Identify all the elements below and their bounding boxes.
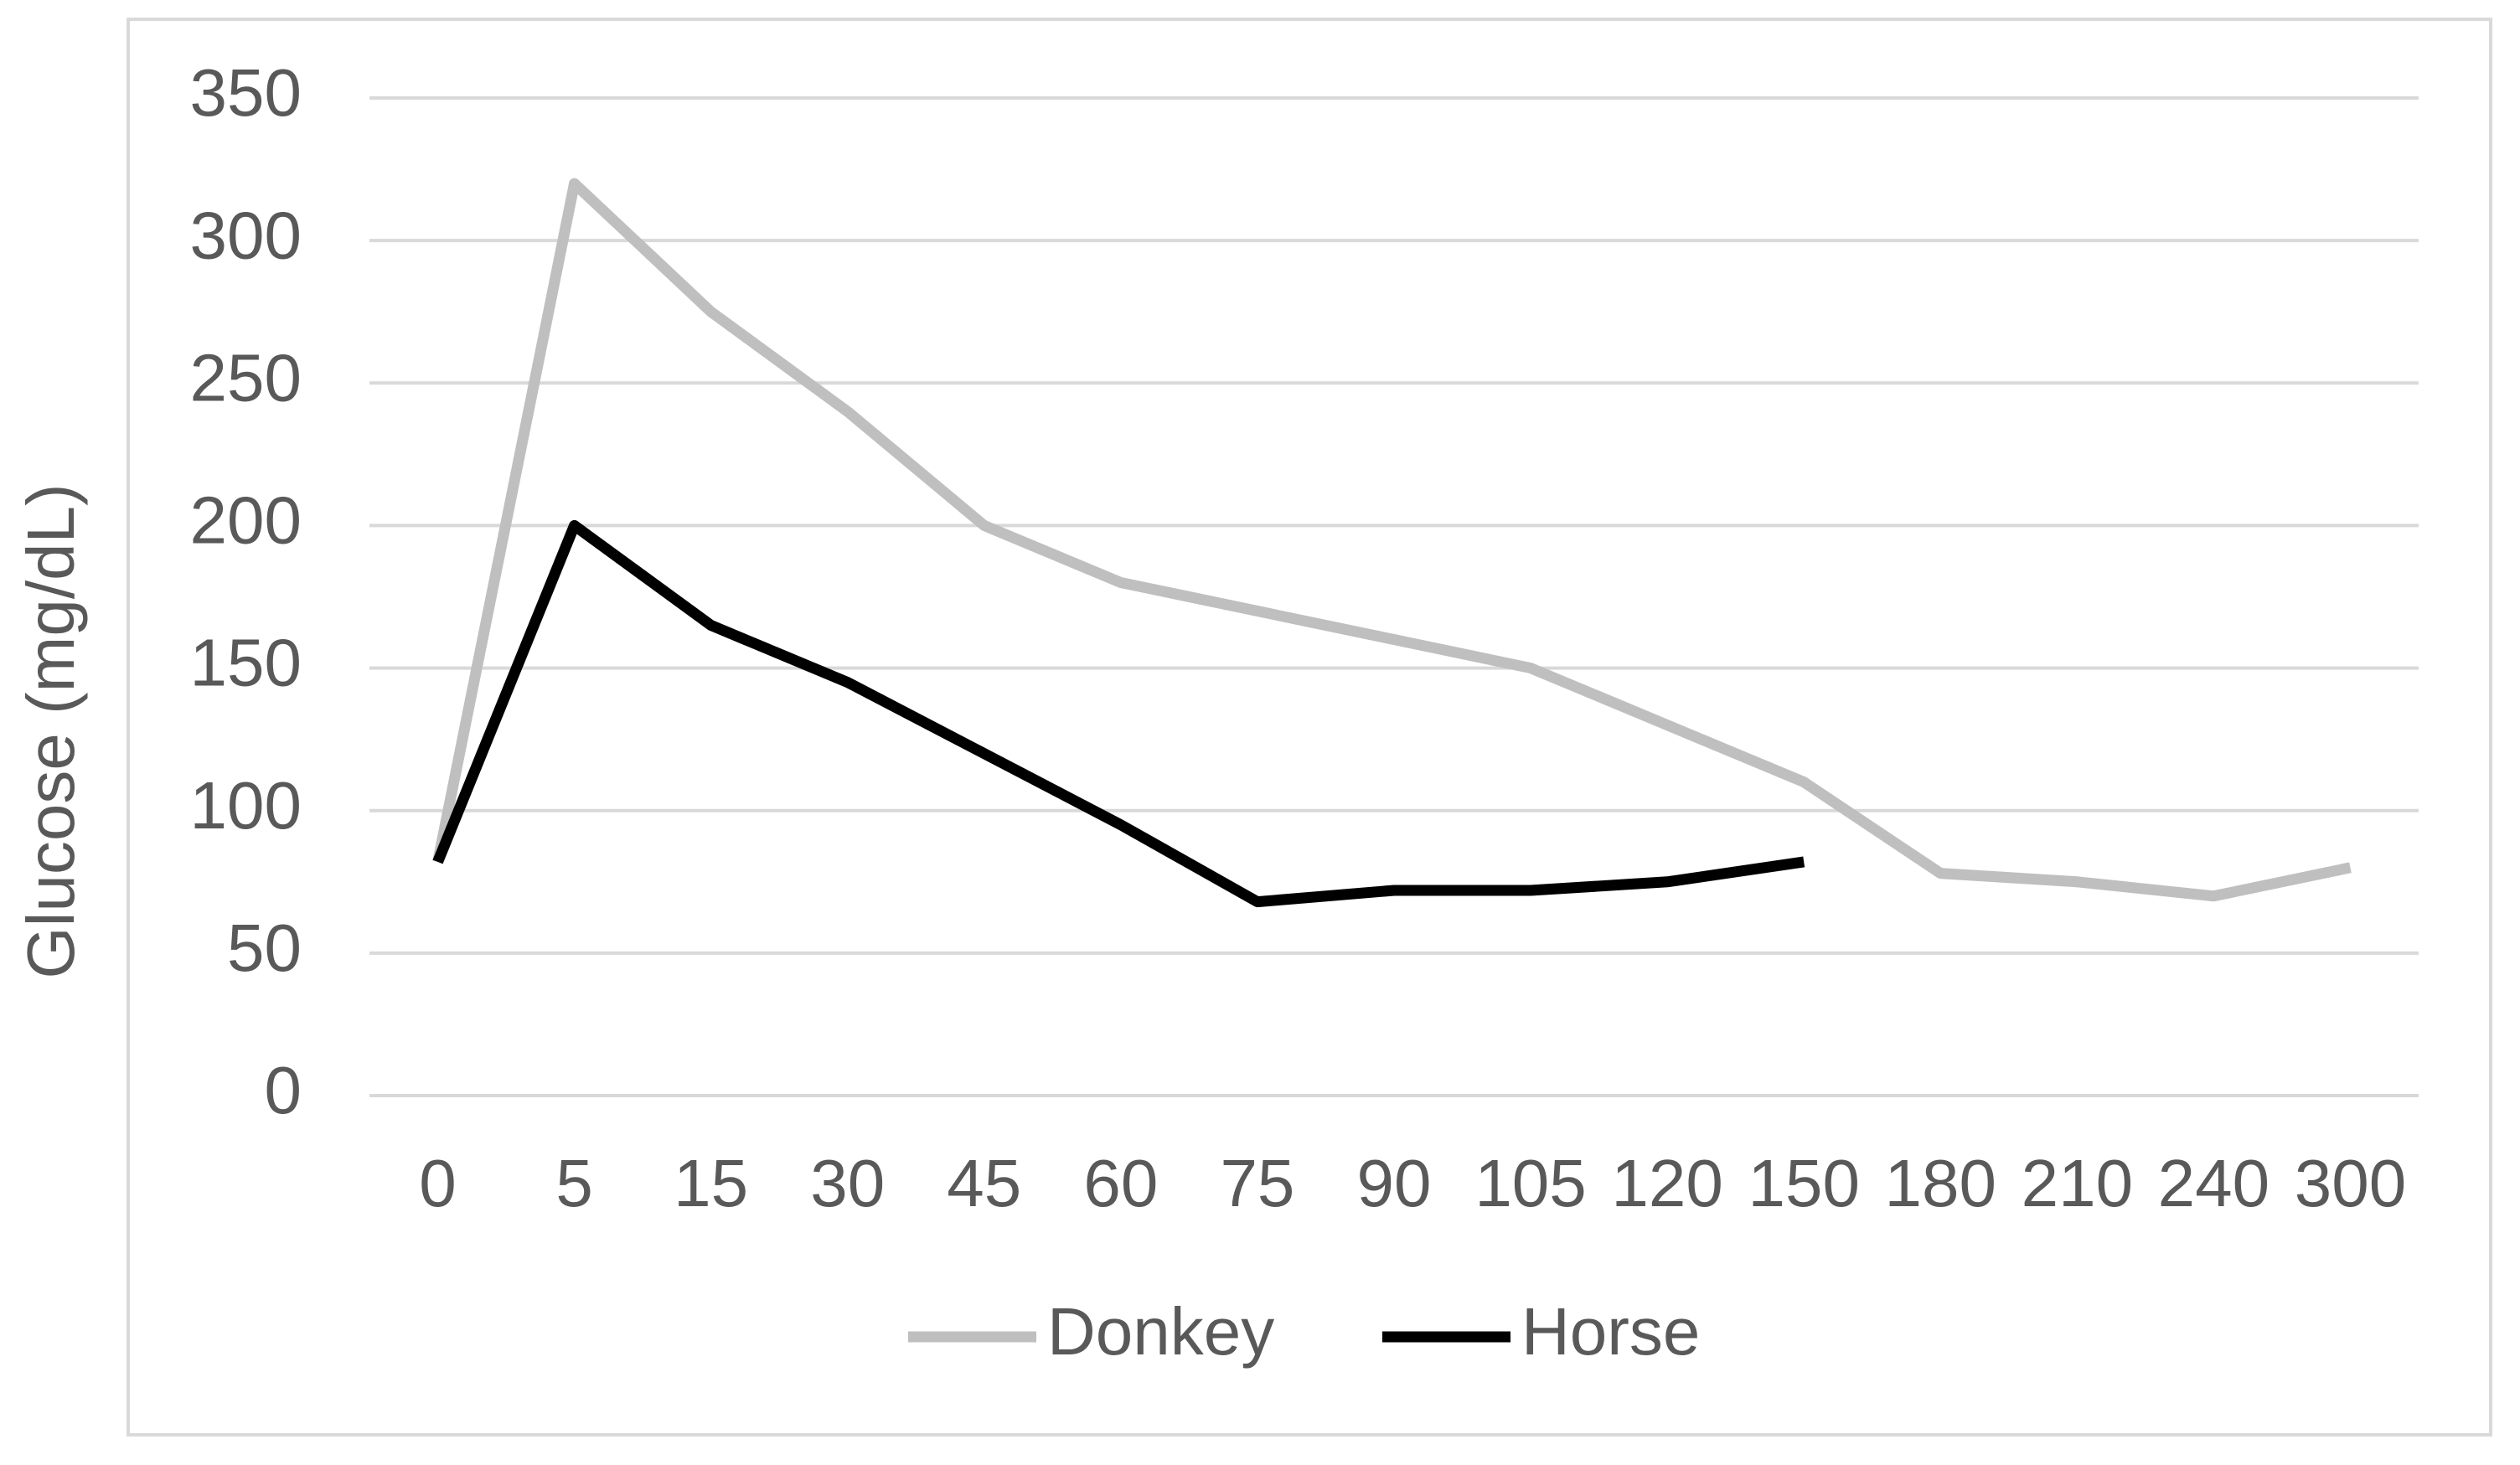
legend-label: Donkey (1047, 1294, 1274, 1369)
y-tick-label: 200 (190, 483, 302, 558)
y-tick-label: 350 (190, 55, 302, 130)
x-tick-label: 45 (947, 1146, 1021, 1220)
x-tick-label: 60 (1083, 1146, 1158, 1220)
x-tick-label: 120 (1611, 1146, 1722, 1220)
x-tick-label: 0 (419, 1146, 457, 1220)
x-tick-label: 150 (1748, 1146, 1859, 1220)
legend-label: Horse (1521, 1294, 1700, 1369)
x-tick-label: 105 (1474, 1146, 1586, 1220)
line-series (432, 519, 1805, 908)
x-tick-label: 5 (555, 1146, 593, 1220)
line-series (432, 178, 2352, 902)
y-tick-label: 50 (227, 910, 302, 985)
y-tick-label: 0 (265, 1053, 302, 1127)
x-tick-label: 210 (2022, 1146, 2133, 1220)
x-tick-label: 75 (1220, 1146, 1294, 1220)
y-tick-label: 300 (190, 198, 302, 272)
x-tick-label: 180 (1885, 1146, 1996, 1220)
x-tick-label: 240 (2158, 1146, 2270, 1220)
y-tick-label: 100 (190, 768, 302, 843)
y-tick-label: 250 (190, 340, 302, 415)
x-tick-label: 300 (2295, 1146, 2406, 1220)
x-tick-label: 30 (810, 1146, 885, 1220)
y-axis-label: Glucose (mg/dL) (13, 483, 88, 978)
chart-border (127, 18, 2492, 1437)
x-tick-label: 90 (1357, 1146, 1432, 1220)
x-tick-label: 15 (674, 1146, 748, 1220)
y-tick-label: 150 (190, 626, 302, 700)
